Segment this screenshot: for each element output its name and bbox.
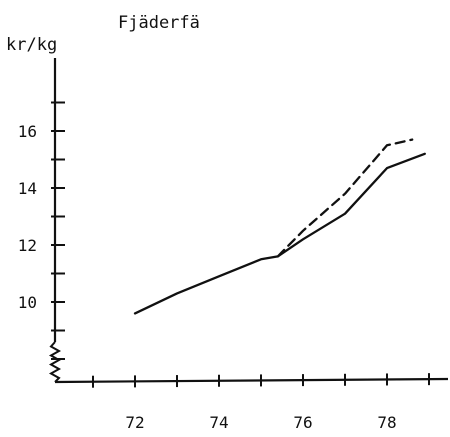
y-tick-label-16: 16 — [18, 122, 37, 141]
y-tick-label-12: 12 — [18, 236, 37, 255]
series-line-solid — [133, 152, 426, 315]
tick-marks — [51, 101, 430, 388]
x-tick-label-72: 72 — [125, 413, 144, 432]
series-line-dashed — [276, 138, 414, 258]
chart-title: Fjäderfä — [118, 13, 200, 33]
series-layer — [133, 138, 426, 315]
x-tick-label-78: 78 — [377, 413, 396, 432]
axes — [48, 58, 449, 384]
x-tick-label-74: 74 — [209, 413, 228, 432]
x-tick-label-76: 76 — [293, 413, 312, 432]
x-axis-line — [54, 377, 449, 384]
y-axis-unit-label: kr/kg — [6, 35, 57, 55]
y-axis-break — [48, 341, 62, 383]
y-tick-label-10: 10 — [18, 293, 37, 312]
y-tick-label-14: 14 — [18, 179, 37, 198]
tick-labels: 10 12 14 16 72 74 76 78 — [18, 122, 397, 432]
